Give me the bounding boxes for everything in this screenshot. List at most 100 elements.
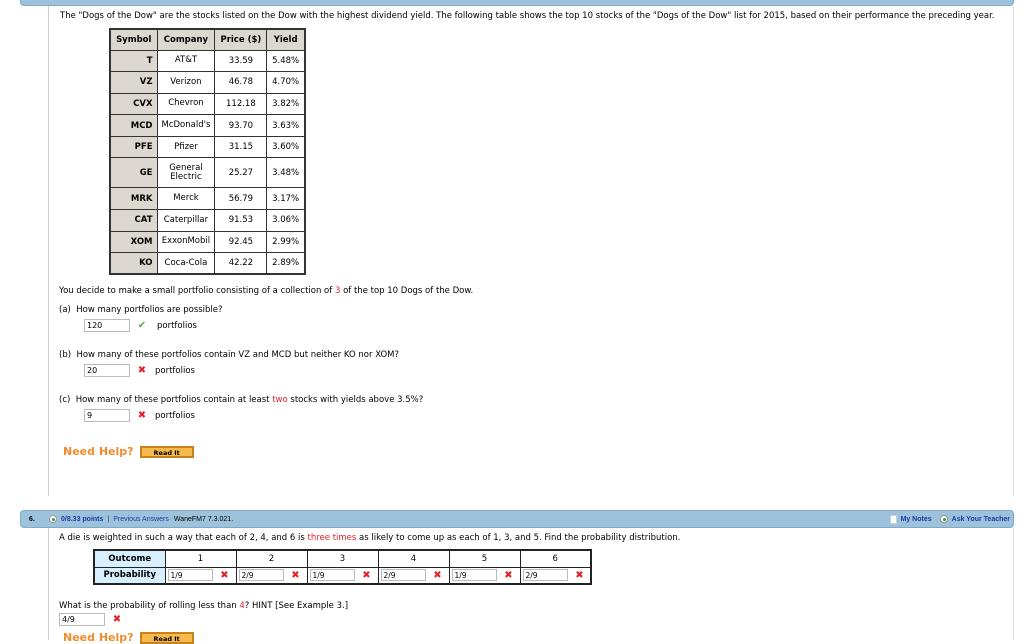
- part-c-input[interactable]: [84, 409, 130, 422]
- column-header: Price ($): [214, 28, 268, 51]
- read-it-button[interactable]: Read It: [139, 445, 194, 458]
- cell-yield: 3.82%: [266, 92, 306, 116]
- cell-yield: 3.60%: [266, 135, 306, 159]
- x-mark-icon: ✖: [504, 569, 513, 581]
- outcome-1: 1: [164, 549, 237, 568]
- table-row: T AT&T 33.59 5.48%: [109, 49, 306, 73]
- cell-yield: 3.63%: [266, 114, 306, 137]
- table-row: GE General Electric 25.27 3.48%: [109, 157, 306, 189]
- portfolio-text: You decide to make a small portfolio con…: [59, 286, 474, 296]
- probability-cell: ✖: [235, 566, 308, 585]
- cell-price: 42.22: [214, 252, 268, 275]
- cell-comp: ExxonMobil: [156, 230, 216, 254]
- read-it-button[interactable]: Read It: [139, 631, 194, 644]
- table-row: PFE Pfizer 31.15 3.60%: [109, 135, 306, 159]
- cell-sym: CVX: [109, 92, 158, 116]
- x-mark-icon: ✖: [137, 410, 147, 421]
- die-question: A die is weighted in such a way that eac…: [59, 533, 681, 543]
- cell-sym: XOM: [109, 230, 158, 254]
- x-mark-icon: ✖: [291, 569, 300, 581]
- table-row: MCD McDonald's 93.70 3.63%: [109, 114, 306, 137]
- probability-cell: ✖: [519, 566, 592, 585]
- cell-yield: 4.70%: [266, 71, 306, 94]
- cell-yield: 2.89%: [266, 252, 306, 275]
- question-code: WaneFM7 7.3.021.: [173, 515, 234, 523]
- outcome-5: 5: [448, 549, 521, 568]
- table-row: VZ Verizon 46.78 4.70%: [109, 71, 306, 94]
- probability-input-4[interactable]: [380, 569, 426, 582]
- part-a-input[interactable]: [84, 319, 130, 332]
- cell-comp: AT&T: [156, 49, 216, 73]
- cell-sym: MCD: [109, 114, 158, 137]
- points: 0/8.33 points: [61, 515, 104, 523]
- question-header-bar: [20, 0, 1014, 6]
- cell-comp: Chevron: [156, 92, 216, 116]
- x-mark-icon: ✖: [362, 569, 371, 581]
- question-6-content: A die is weighted in such a way that eac…: [48, 528, 1014, 644]
- probability-input-6[interactable]: [522, 569, 568, 582]
- cell-price: 56.79: [214, 187, 268, 211]
- column-header: Symbol: [109, 28, 158, 51]
- cell-sym: MRK: [109, 187, 158, 211]
- unit-label: portfolios: [155, 410, 195, 421]
- table-row: XOM ExxonMobil 92.45 2.99%: [109, 230, 306, 254]
- dogs-table: Symbol Company Price ($) Yield T AT&T 33.59 5.…: [109, 28, 306, 276]
- probability-input-1[interactable]: [167, 569, 213, 582]
- cell-sym: KO: [109, 252, 158, 275]
- need-help-label: Need Help?: [63, 445, 134, 458]
- part-a-question: (a) How many portfolios are possible?: [59, 305, 223, 315]
- cell-comp: Verizon: [156, 71, 216, 94]
- cell-comp: McDonald's: [156, 114, 216, 137]
- cell-sym: PFE: [109, 135, 158, 159]
- part-b-input[interactable]: [84, 364, 130, 377]
- cell-price: 91.53: [214, 209, 268, 232]
- cell-yield: 3.17%: [266, 187, 306, 211]
- outcome-header: Outcome: [93, 549, 166, 568]
- part-b-question: (b) How many of these portfolios contain…: [59, 350, 400, 360]
- my-notes-link[interactable]: My Notes: [900, 515, 932, 523]
- cell-yield: 5.48%: [266, 49, 306, 73]
- question-6-header: 6. 0/8.33 points | Previous Answers Wane…: [20, 510, 1014, 528]
- cell-comp: Merck: [156, 187, 216, 211]
- previous-answers-link[interactable]: Previous Answers: [113, 515, 169, 523]
- unit-label: portfolios: [157, 320, 197, 331]
- outcome-4: 4: [377, 549, 450, 568]
- part-c-question: (c) How many of these portfolios contain…: [59, 395, 424, 405]
- probability-input-5[interactable]: [451, 569, 497, 582]
- x-mark-icon: ✖: [137, 365, 147, 376]
- separator: |: [107, 515, 110, 523]
- cell-sym: GE: [109, 157, 158, 189]
- ask-teacher-icon: [939, 515, 948, 523]
- probability-table: Outcome 1 2 3 4 5 6 Probability ✖ ✖ ✖ ✖ …: [93, 549, 592, 585]
- ask-teacher-link[interactable]: Ask Your Teacher: [951, 515, 1010, 523]
- outcome-3: 3: [306, 549, 379, 568]
- table-row: CVX Chevron 112.18 3.82%: [109, 92, 306, 116]
- x-mark-icon: ✖: [575, 569, 584, 581]
- cell-sym: T: [109, 49, 158, 73]
- column-header: Company: [156, 28, 216, 51]
- cell-price: 25.27: [214, 157, 268, 189]
- probability-cell: ✖: [164, 566, 237, 585]
- checkmark-icon: ✔: [137, 320, 147, 331]
- table-row: KO Coca-Cola 42.22 2.89%: [109, 252, 306, 275]
- x-mark-icon: ✖: [112, 614, 122, 625]
- cell-comp: General Electric: [156, 157, 216, 189]
- probability-cell: ✖: [306, 566, 379, 585]
- probability-cell: ✖: [448, 566, 521, 585]
- cell-sym: VZ: [109, 71, 158, 94]
- table-row: MRK Merck 56.79 3.17%: [109, 187, 306, 211]
- cell-comp: Caterpillar: [156, 209, 216, 232]
- probability-cell: ✖: [377, 566, 450, 585]
- probability-header: Probability: [93, 566, 166, 585]
- cell-price: 93.70: [214, 114, 268, 137]
- less-than-input[interactable]: [59, 613, 105, 626]
- cell-yield: 3.48%: [266, 157, 306, 189]
- cell-price: 33.59: [214, 49, 268, 73]
- probability-input-2[interactable]: [238, 569, 284, 582]
- probability-input-3[interactable]: [309, 569, 355, 582]
- table-row: CAT Caterpillar 91.53 3.06%: [109, 209, 306, 232]
- cell-comp: Pfizer: [156, 135, 216, 159]
- question-5-content: The "Dogs of the Dow" are the stocks lis…: [48, 6, 1014, 496]
- cell-price: 46.78: [214, 71, 268, 94]
- column-header: Yield: [266, 28, 306, 51]
